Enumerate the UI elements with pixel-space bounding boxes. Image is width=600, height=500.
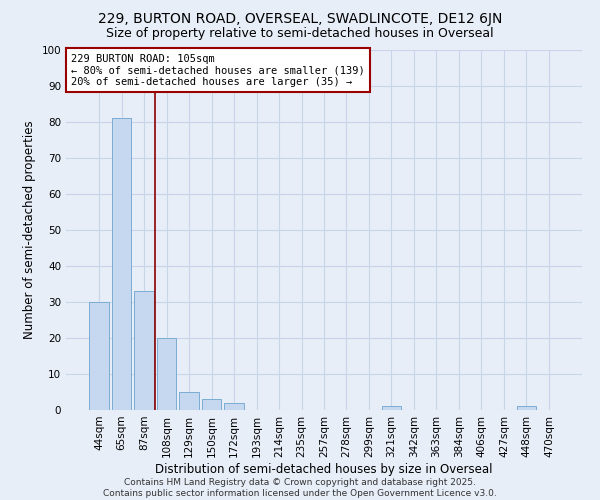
Bar xyxy=(382,406,401,410)
Text: Contains HM Land Registry data © Crown copyright and database right 2025.
Contai: Contains HM Land Registry data © Crown c… xyxy=(103,478,497,498)
Bar xyxy=(179,392,199,410)
Y-axis label: Number of semi-detached properties: Number of semi-detached properties xyxy=(23,120,36,340)
Text: Size of property relative to semi-detached houses in Overseal: Size of property relative to semi-detach… xyxy=(106,28,494,40)
Text: 229 BURTON ROAD: 105sqm
← 80% of semi-detached houses are smaller (139)
20% of s: 229 BURTON ROAD: 105sqm ← 80% of semi-de… xyxy=(71,54,365,87)
Bar xyxy=(157,338,176,410)
Bar xyxy=(89,302,109,410)
X-axis label: Distribution of semi-detached houses by size in Overseal: Distribution of semi-detached houses by … xyxy=(155,462,493,475)
Bar xyxy=(202,399,221,410)
Bar xyxy=(224,403,244,410)
Bar xyxy=(112,118,131,410)
Bar xyxy=(517,406,536,410)
Text: 229, BURTON ROAD, OVERSEAL, SWADLINCOTE, DE12 6JN: 229, BURTON ROAD, OVERSEAL, SWADLINCOTE,… xyxy=(98,12,502,26)
Bar xyxy=(134,291,154,410)
